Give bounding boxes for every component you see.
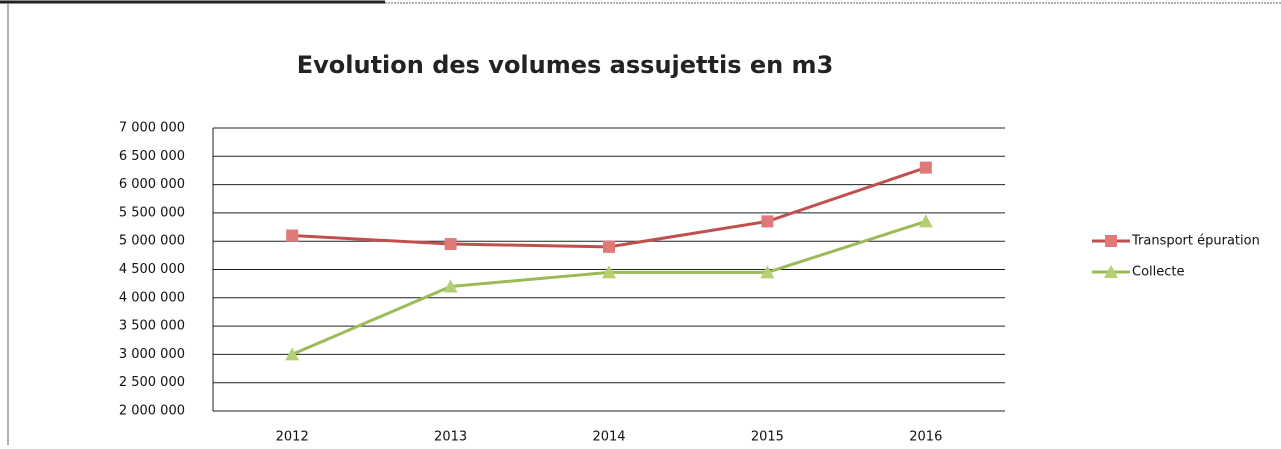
- y-tick-label: 2 500 000: [119, 375, 185, 390]
- y-tick-label: 5 500 000: [119, 205, 185, 220]
- marker: [444, 238, 457, 251]
- y-tick-label: 3 500 000: [119, 319, 185, 334]
- marker: [286, 229, 299, 242]
- marker: [285, 347, 300, 361]
- legend-label: Collecte: [1132, 265, 1185, 280]
- y-tick-label: 3 000 000: [119, 347, 185, 362]
- y-tick-label: 2 000 000: [119, 404, 185, 419]
- marker: [602, 265, 616, 279]
- x-tick-label: 2015: [751, 430, 784, 445]
- y-tick-label: 4 000 000: [119, 290, 185, 305]
- x-tick-label: 2016: [909, 430, 942, 445]
- y-tick-label: 7 000 000: [119, 121, 185, 136]
- legend-marker: [1104, 265, 1118, 278]
- y-tick-label: 5 000 000: [119, 234, 185, 249]
- chart-title: Evolution des volumes assujettis en m3: [297, 51, 834, 79]
- x-tick-label: 2014: [592, 430, 625, 445]
- x-tick-label: 2012: [276, 430, 309, 445]
- marker: [760, 265, 775, 279]
- x-tick-label: 2013: [434, 430, 467, 445]
- y-tick-label: 6 500 000: [119, 149, 185, 164]
- y-tick-label: 6 000 000: [119, 177, 185, 192]
- marker: [603, 240, 615, 253]
- marker: [918, 214, 933, 228]
- legend-label: Transport épuration: [1131, 234, 1260, 249]
- y-tick-label: 4 500 000: [119, 262, 185, 277]
- series-line: [292, 166, 927, 249]
- legend-marker: [1105, 235, 1117, 247]
- marker: [919, 161, 932, 174]
- marker: [443, 279, 458, 293]
- marker: [761, 215, 774, 228]
